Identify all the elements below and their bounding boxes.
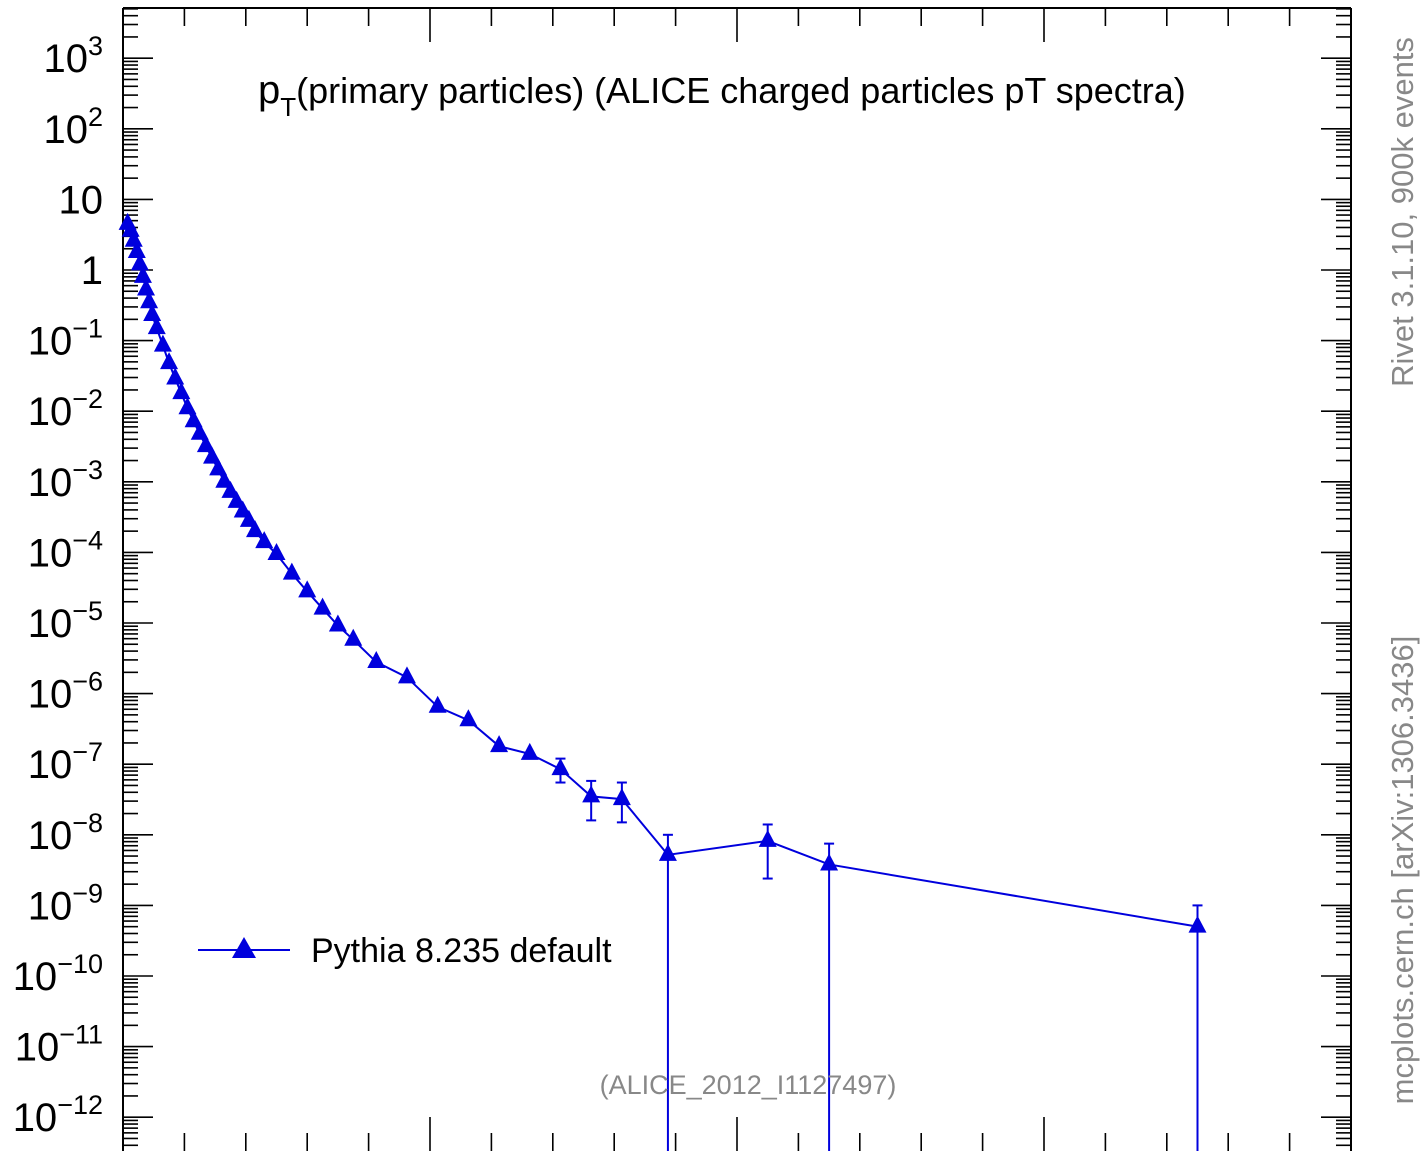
data-point <box>367 651 386 669</box>
data-point <box>127 240 146 258</box>
y-tick-label: 10−5 <box>28 596 103 646</box>
data-point <box>137 278 156 296</box>
data-point <box>153 334 172 352</box>
title-subscript: T <box>280 92 296 122</box>
mcplots-source-label: mcplots.cern.ch [arXiv:1306.3436] <box>1385 636 1420 1105</box>
data-point <box>124 229 143 247</box>
data-point <box>215 470 234 488</box>
legend-marker-triangle <box>232 937 256 958</box>
data-point <box>166 367 185 385</box>
data-point <box>246 520 265 538</box>
y-tick-label: 10−7 <box>28 737 103 787</box>
y-tick-label: 10−9 <box>28 878 103 928</box>
data-point <box>658 843 677 861</box>
data-point <box>184 410 203 428</box>
data-point <box>582 785 601 803</box>
data-point <box>190 422 209 440</box>
data-point <box>820 853 839 871</box>
y-tick-label: 10−3 <box>28 455 103 505</box>
y-tick-label: 1 <box>81 249 103 293</box>
legend-label: Pythia 8.235 default <box>311 932 612 970</box>
axis-ticks <box>122 8 1352 1151</box>
data-point <box>612 788 631 806</box>
title-main: p <box>258 68 280 112</box>
data-point <box>344 628 363 646</box>
data-point <box>758 829 777 847</box>
y-tick-label: 10−11 <box>15 1020 103 1070</box>
data-point <box>160 352 179 370</box>
data-point <box>459 709 478 727</box>
y-tick-label: 10−8 <box>28 808 103 858</box>
data-point <box>282 562 301 580</box>
data-point <box>178 397 197 415</box>
y-tick-label: 10−2 <box>28 384 103 434</box>
data-point <box>221 480 240 498</box>
data-point <box>397 666 416 684</box>
y-tick-label: 10−1 <box>28 314 103 364</box>
title-text: pT(primary particles) (ALICE charged par… <box>258 68 1186 122</box>
y-tick-label: 10 <box>59 178 104 222</box>
data-point <box>428 695 447 713</box>
data-point <box>328 614 347 632</box>
title-rest: (primary particles) (ALICE charged parti… <box>296 70 1186 111</box>
data-point <box>133 265 152 283</box>
analysis-tag: (ALICE_2012_I1127497) <box>600 1070 897 1100</box>
data-point <box>298 580 317 598</box>
y-tick-label: 103 <box>43 31 103 81</box>
rivet-version-label: Rivet 3.1.10, 900k events <box>1385 37 1420 387</box>
data-point <box>551 758 570 776</box>
data-point <box>143 304 162 322</box>
data-point <box>255 531 274 549</box>
data-point <box>267 542 286 560</box>
y-tick-labels: 10310210110−110−210−310−410−510−610−710−… <box>13 31 103 1140</box>
y-tick-label: 10−12 <box>13 1090 103 1140</box>
data-point <box>490 735 509 753</box>
data-point <box>130 253 149 271</box>
y-tick-label: 10−10 <box>13 949 103 999</box>
data-point <box>147 317 166 335</box>
data-point <box>140 291 159 309</box>
legend: Pythia 8.235 default <box>198 932 612 970</box>
data-point <box>196 435 215 453</box>
y-tick-label: 10−4 <box>28 525 103 575</box>
data-point <box>172 382 191 400</box>
data-point <box>313 597 332 615</box>
y-tick-label: 10−6 <box>28 667 103 717</box>
data-point <box>203 446 222 464</box>
data-point <box>209 458 228 476</box>
data-point <box>520 742 539 760</box>
plot-title: pT(primary particles) (ALICE charged par… <box>258 68 1186 122</box>
data-point <box>1188 915 1207 933</box>
series-pythia <box>118 212 1207 1151</box>
data-point <box>239 509 258 527</box>
y-tick-label: 102 <box>43 102 103 152</box>
